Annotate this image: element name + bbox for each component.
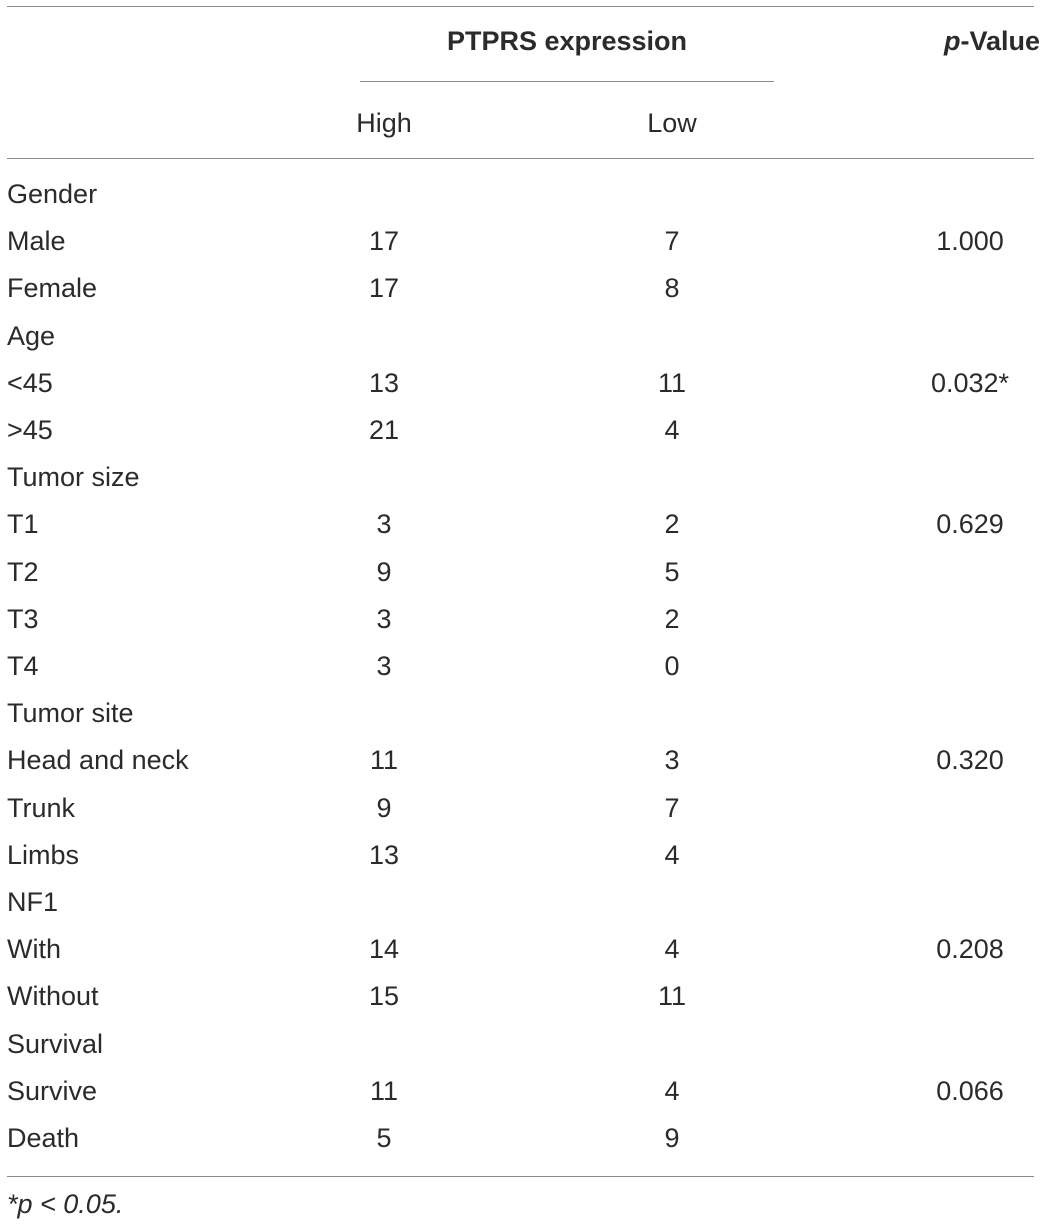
cell-p-value [905,1021,1035,1068]
subheader-low: Low [647,108,697,138]
cell-p-value [905,1115,1035,1162]
cell-low [572,879,772,926]
row-label: Age [7,321,56,351]
cell-high [284,313,484,360]
cell-low: 0 [664,651,680,681]
row-label: <45 [7,368,53,398]
cell-high: 17 [368,226,400,256]
cell-low: 7 [664,226,680,256]
cell-p-value [905,265,1035,312]
cell-p-value [905,171,1035,218]
row-label: T4 [7,651,39,681]
cell-high: 5 [376,1123,392,1153]
cell-low: 11 [657,981,687,1011]
cell-low: 3 [664,745,680,775]
cell-low: 7 [664,793,680,823]
cell-high: 11 [369,745,399,775]
cell-p-value: 0.066 [936,1076,1004,1106]
cell-low: 8 [664,273,680,303]
row-label: Death [7,1123,80,1153]
cell-low [572,171,772,218]
cell-high: 9 [376,557,392,587]
row-label: Survival [7,1029,104,1059]
cell-low [572,313,772,360]
cell-high: 14 [368,934,400,964]
cell-p-value [905,832,1035,879]
cell-p-value [905,407,1035,454]
row-label: Gender [7,179,98,209]
cell-p-value: 0.032* [930,368,1010,398]
cell-high [284,879,484,926]
cell-p-value [905,973,1035,1020]
cell-p-value: 0.320 [936,745,1004,775]
cell-high [284,171,484,218]
row-label: Head and neck [7,745,189,775]
cell-high: 15 [368,981,400,1011]
p-value-header-italic: p [943,26,961,56]
row-label: T2 [7,557,39,587]
row-label: Limbs [7,840,80,870]
cell-high [284,454,484,501]
cell-high [284,1021,484,1068]
row-label: Tumor site [7,698,134,728]
cell-p-value [905,596,1035,643]
cell-high: 13 [368,368,400,398]
row-label: Tumor size [7,462,140,492]
cell-p-value: 1.000 [936,226,1004,256]
cell-low: 2 [664,509,680,539]
table-footnote: *p < 0.05. [7,1189,124,1219]
cell-low: 4 [664,1076,680,1106]
cell-p-value [905,549,1035,596]
row-label: Survive [7,1076,98,1106]
cell-p-value [905,879,1035,926]
cell-high: 17 [368,273,400,303]
cell-p-value [905,454,1035,501]
cell-low: 9 [664,1123,680,1153]
row-label: T3 [7,604,39,634]
cell-low [572,1021,772,1068]
row-label: Without [7,981,99,1011]
cell-p-value [905,785,1035,832]
cell-low: 4 [664,415,680,445]
cell-p-value: 0.629 [936,509,1004,539]
cell-high: 13 [368,840,400,870]
cell-high: 11 [369,1076,399,1106]
cell-p-value: 0.208 [936,934,1004,964]
cell-high: 21 [368,415,400,445]
p-value-header-rest: -Value [960,26,1040,56]
cell-high: 9 [376,793,392,823]
cell-low: 4 [664,840,680,870]
cell-high [284,690,484,737]
cell-low [572,690,772,737]
subheader-high: High [356,108,412,138]
cell-low: 4 [664,934,680,964]
cell-low [572,454,772,501]
cell-p-value [905,643,1035,690]
row-label: Male [7,226,66,256]
row-label: With [7,934,61,964]
table-top-rule [7,6,1034,7]
p-value-header: p-Value [905,21,1040,61]
table-bottom-rule [7,1176,1034,1177]
cell-low: 11 [657,368,687,398]
group-header-underline [360,81,774,82]
row-label: NF1 [7,887,59,917]
row-label: Trunk [7,793,76,823]
cell-high: 3 [376,604,392,634]
row-label: Female [7,273,98,303]
cell-high: 3 [376,651,392,681]
row-label: T1 [7,509,39,539]
cell-p-value [905,313,1035,360]
cell-high: 3 [376,509,392,539]
cell-p-value [905,690,1035,737]
cell-low: 2 [664,604,680,634]
header-bottom-rule [7,158,1034,159]
cell-low: 5 [664,557,680,587]
group-header-ptprs-expression: PTPRS expression [446,26,688,56]
row-label: >45 [7,415,53,445]
